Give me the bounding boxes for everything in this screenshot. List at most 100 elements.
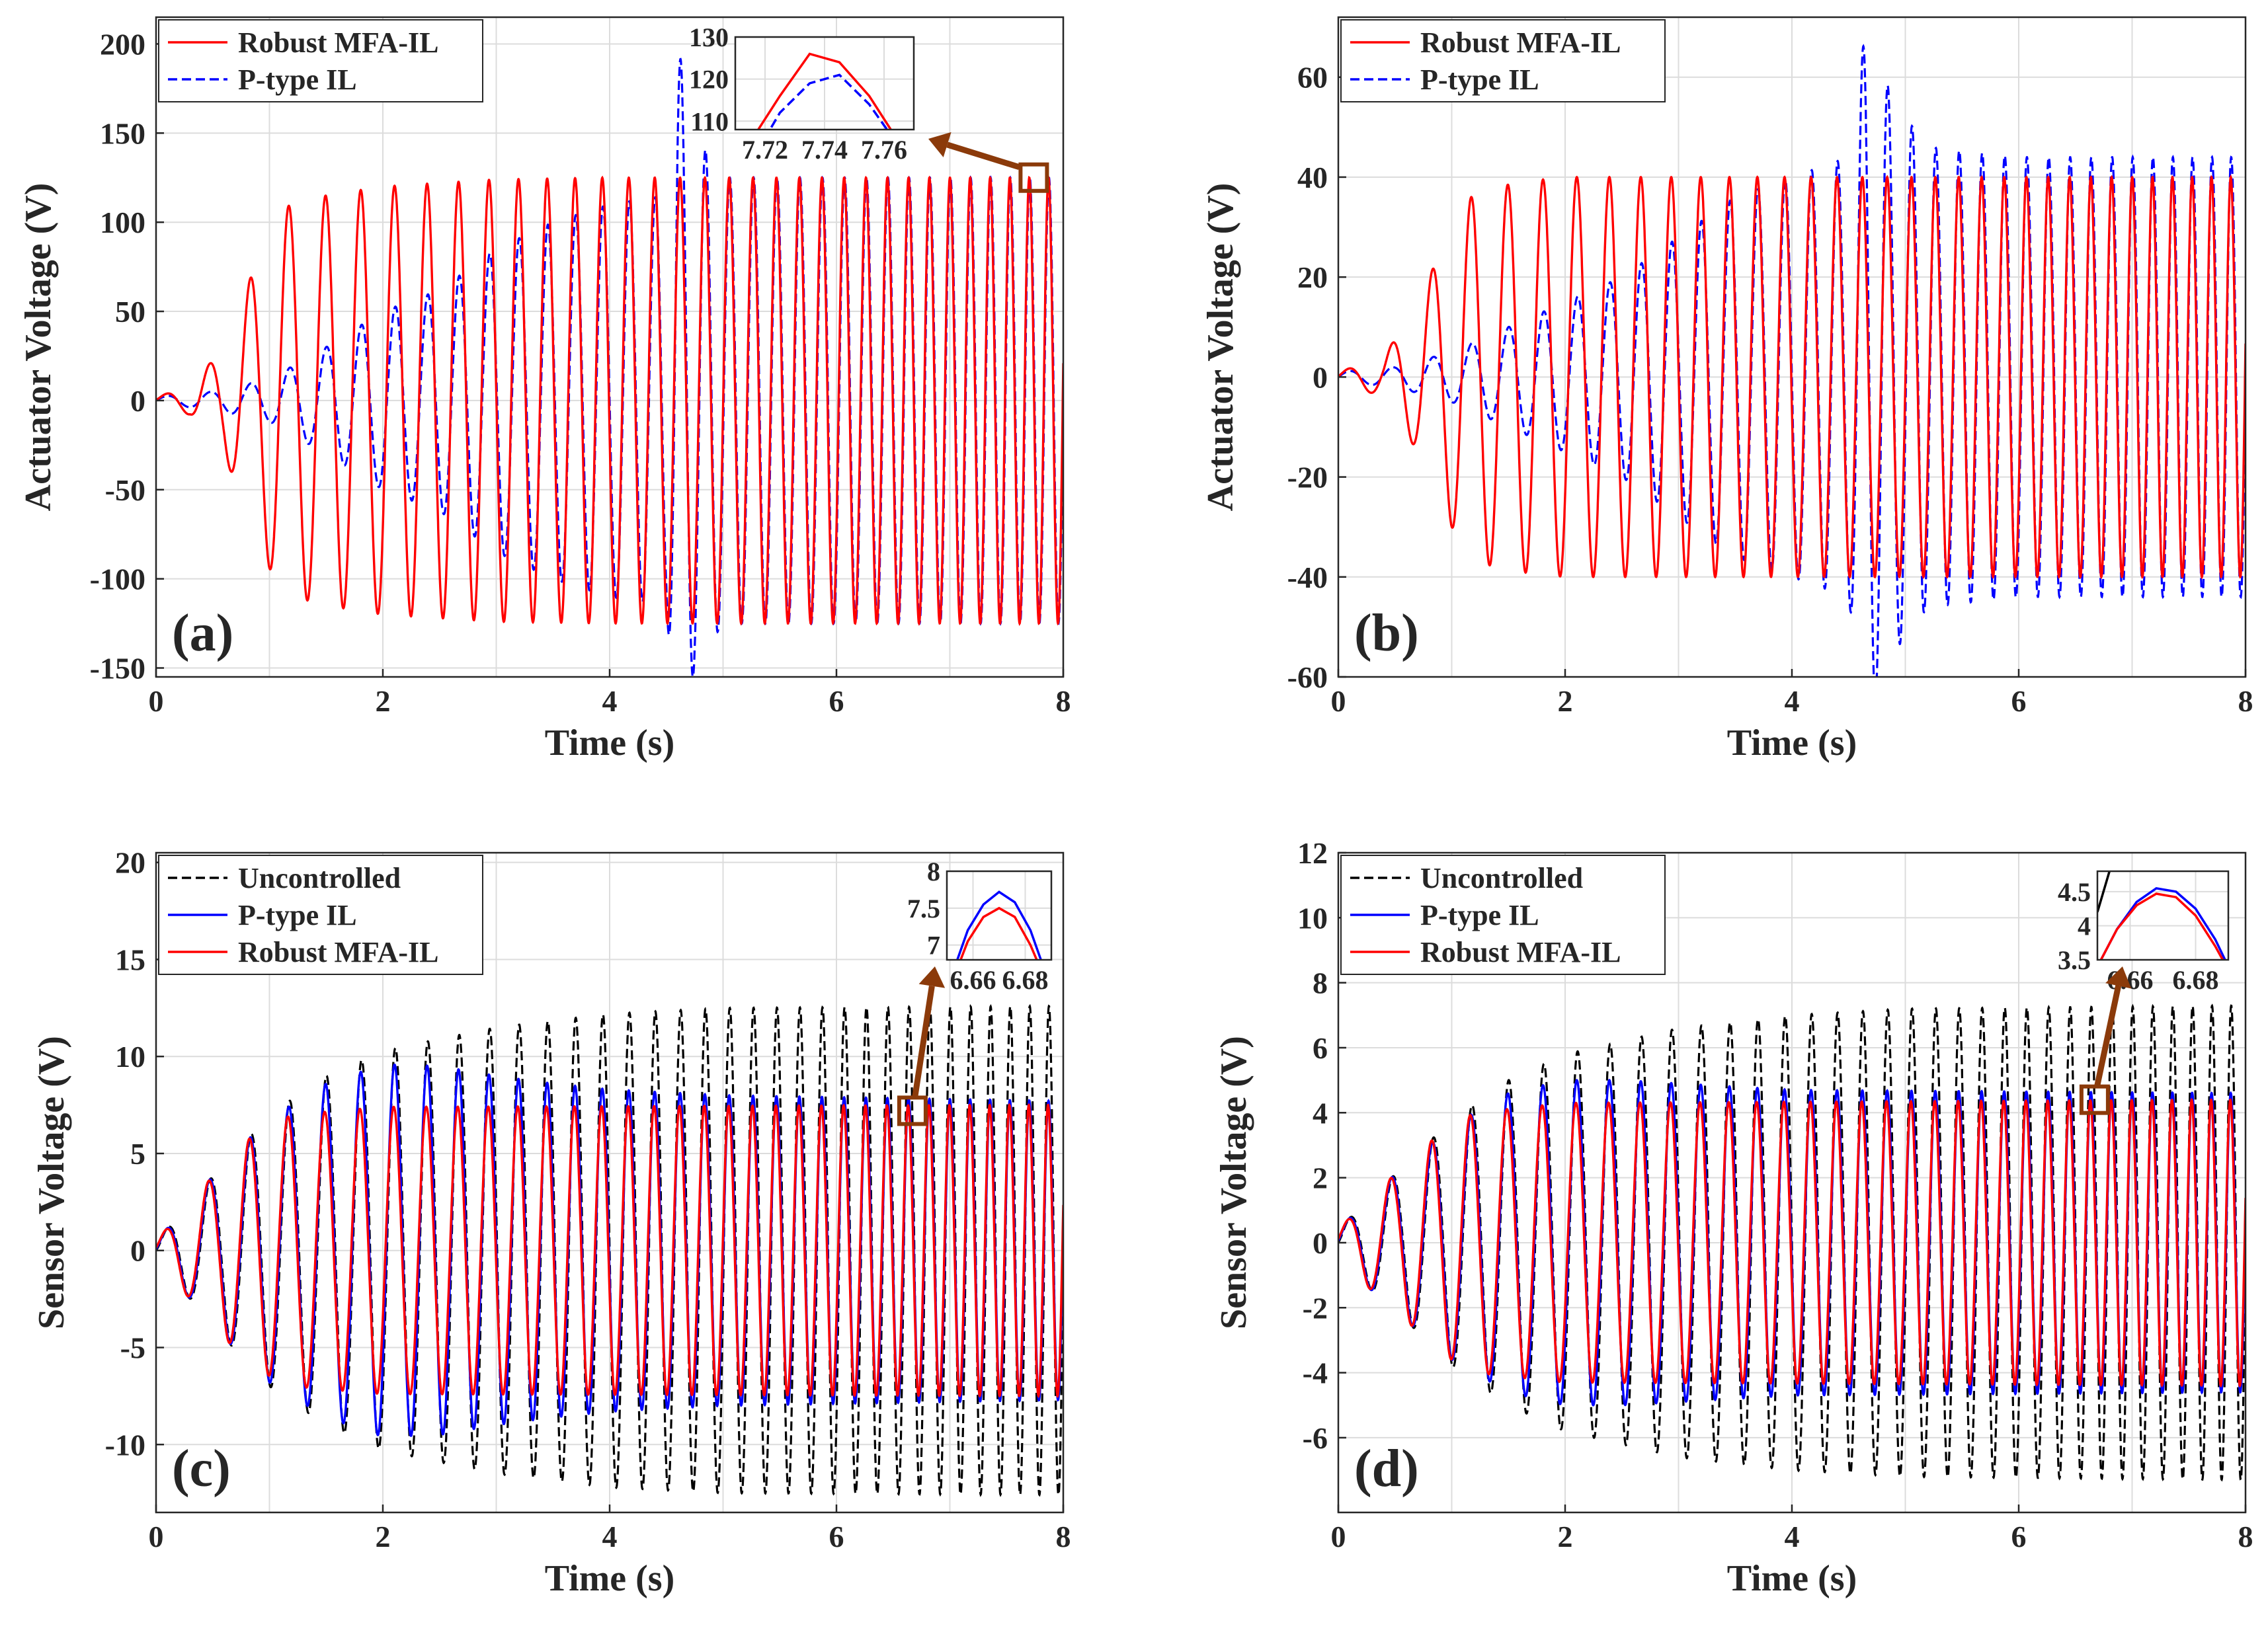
legend: Uncontrolled P-type IL Robust MFA-IL	[1340, 855, 1666, 975]
legend-entry: Uncontrolled	[1420, 862, 1583, 894]
legend-entry: Robust MFA-IL	[1420, 26, 1621, 59]
inset-x-tick-label: 6.68	[2173, 965, 2219, 995]
inset-box	[734, 36, 915, 131]
x-tick-label: 6	[2011, 684, 2027, 718]
x-tick-label: 8	[2238, 1520, 2253, 1553]
series-group	[1338, 44, 2246, 677]
y-tick-label: -50	[105, 473, 145, 507]
x-tick-label: 2	[1558, 1520, 1573, 1553]
legend: Robust MFA-IL P-type IL	[158, 19, 483, 102]
legend: Robust MFA-IL P-type IL	[1340, 19, 1666, 102]
x-tick-label: 8	[1056, 1520, 1071, 1553]
y-tick-label: -40	[1287, 561, 1328, 594]
legend-entry: Robust MFA-IL	[238, 936, 439, 968]
y-tick-label: 12	[1297, 836, 1328, 870]
inset-box	[946, 870, 1053, 961]
y-tick-label: 2	[1313, 1161, 1328, 1195]
y-tick-label: -6	[1303, 1421, 1328, 1455]
x-tick-label: 2	[376, 684, 391, 718]
inset-x-tick-label: 7.74	[801, 135, 848, 165]
y-tick-label: -10	[105, 1428, 145, 1462]
zoom-arrow-head	[928, 132, 952, 158]
series-line-robust-mfa-il	[156, 1103, 1063, 1399]
legend: Uncontrolled P-type IL Robust MFA-IL	[158, 855, 483, 975]
y-axis-label: Sensor Voltage (V)	[31, 1036, 72, 1329]
x-tick-label: 6	[2011, 1520, 2027, 1553]
panel-a: 0 2 4 6 8 -150 -100 -50 0 50 100 150 200 Time (s) Actu…	[18, 16, 1071, 763]
y-tick-label: 4	[1313, 1096, 1328, 1130]
panel-b: 0 2 4 6 8 -60 -40 -20 0 20 40 60 Time (s) Actuator Vo…	[1200, 16, 2253, 763]
panel-label: (d)	[1354, 1440, 1419, 1498]
x-tick-label: 0	[149, 1520, 164, 1553]
inset-y-tick-label: 120	[689, 65, 729, 95]
inset-area	[2097, 871, 2228, 960]
panel-d: 0 2 4 6 8 -6 -4 -2 0 2 4 6 8 10 12 Time (s) Sensor Volta…	[1213, 836, 2253, 1599]
panel-label: (a)	[172, 604, 233, 662]
x-tick-label: 6	[829, 684, 844, 718]
y-axis-label: Actuator Voltage (V)	[18, 183, 59, 512]
inset-x-tick-label: 7.76	[861, 135, 907, 165]
inset-x-tick-label: 7.72	[742, 135, 788, 165]
y-tick-label: 5	[130, 1137, 145, 1171]
inset-x-tick-label: 6.68	[1002, 965, 1049, 995]
legend-entry: Robust MFA-IL	[1420, 936, 1621, 968]
inset: 7.72 7.74 7.76 110 120 130	[689, 22, 1049, 193]
y-tick-label: 40	[1297, 161, 1328, 194]
y-axis-label: Sensor Voltage (V)	[1213, 1036, 1254, 1329]
x-tick-label: 4	[1785, 1520, 1800, 1553]
zoom-arrow-shaft	[2094, 985, 2122, 1086]
x-tick-label: 2	[1558, 684, 1573, 718]
inset-y-tick-label: 8	[927, 857, 940, 886]
inset-y-tick-label: 4.5	[2058, 877, 2091, 907]
y-tick-label: -100	[90, 563, 145, 596]
y-tick-label: 15	[115, 943, 145, 976]
legend-entry: P-type IL	[238, 899, 357, 931]
legend-entry: P-type IL	[1420, 63, 1539, 96]
legend-entry: Robust MFA-IL	[238, 26, 439, 59]
x-tick-label: 0	[1331, 684, 1346, 718]
y-tick-label: 0	[130, 1234, 145, 1268]
x-tick-label: 0	[149, 684, 164, 718]
x-tick-label: 0	[1331, 1520, 1346, 1553]
inset-x-tick-label: 6.66	[950, 965, 996, 995]
zoom-arrow-head	[2105, 966, 2132, 989]
zoom-marker	[2079, 1084, 2110, 1115]
zoom-arrow	[928, 132, 1020, 171]
inset-y-tick-label: 7	[927, 931, 940, 960]
y-tick-label: 20	[1297, 260, 1328, 294]
inset-series-robust-mfa-il	[2099, 892, 2224, 960]
inset: 6.66 6.683.544.5	[2058, 870, 2230, 1115]
inset: 6.66 6.68 7 7.5 8	[897, 857, 1053, 1126]
zoom-arrow-head	[918, 966, 946, 988]
x-axis-label: Time (s)	[1727, 723, 1857, 763]
y-tick-label: 10	[1297, 901, 1328, 935]
x-tick-label: 4	[602, 684, 618, 718]
y-tick-label: 6	[1313, 1031, 1328, 1065]
inset-series-p-type-il	[768, 73, 889, 130]
series-group	[1338, 1003, 2246, 1483]
y-tick-label: 50	[115, 295, 145, 329]
inset-series-uncontrolled	[2097, 871, 2111, 913]
y-tick-label: 200	[100, 27, 145, 61]
y-tick-label: -4	[1303, 1356, 1328, 1390]
panel-label: (b)	[1354, 604, 1419, 662]
zoom-arrow	[2094, 966, 2132, 1086]
series-line-robust-mfa-il	[1338, 1097, 2246, 1388]
legend-entry: P-type IL	[238, 63, 357, 96]
y-tick-label: -20	[1287, 461, 1328, 494]
inset-box	[2096, 870, 2230, 961]
zoom-arrow	[912, 966, 946, 1097]
x-axis-label: Time (s)	[545, 1558, 675, 1599]
inset-y-tick-label: 110	[690, 106, 729, 136]
legend-box	[1340, 19, 1666, 102]
inset-y-tick-label: 7.5	[907, 894, 940, 923]
y-tick-label: 60	[1297, 61, 1328, 95]
legend-box	[158, 19, 483, 102]
y-tick-label: 0	[1313, 1226, 1328, 1260]
inset-series-p-type-il	[955, 890, 1043, 960]
zoom-marker	[897, 1095, 928, 1126]
series-line-robust-mfa-il	[1338, 174, 2246, 580]
x-tick-label: 2	[376, 1520, 391, 1553]
inset-y-tick-label: 4	[2078, 911, 2091, 941]
